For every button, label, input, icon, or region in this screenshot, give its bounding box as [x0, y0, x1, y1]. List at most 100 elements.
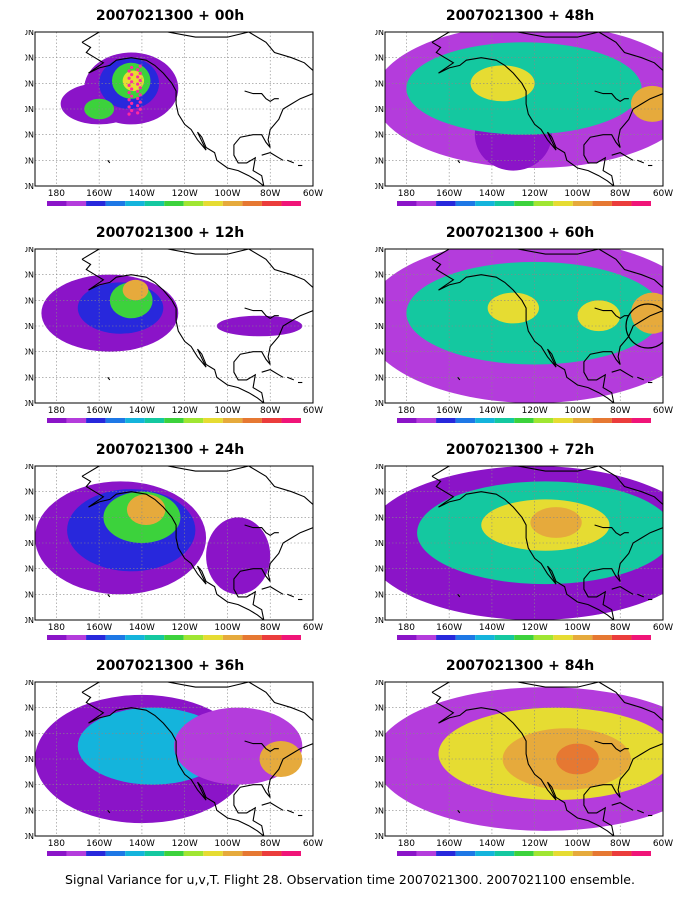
lat-tick-label: 70N: [375, 30, 384, 37]
flight-track-point: [127, 112, 131, 116]
map-36h: 70N 60N 50N 40N 30N 20N 10N 180 160W 140W 120W 100W…: [25, 680, 323, 856]
variance-field: [35, 32, 313, 186]
colorbar-swatch: [66, 418, 87, 423]
colorbar-swatch: [261, 201, 282, 206]
variance-contour: [630, 292, 663, 334]
flight-track-point: [136, 68, 140, 72]
lat-tick-label: 70N: [25, 680, 34, 687]
lat-tick-label: 40N: [25, 322, 34, 331]
lon-tick-label: 80W: [610, 623, 630, 633]
colorbar-swatch: [47, 418, 67, 423]
lat-tick-label: 20N: [25, 590, 34, 599]
lat-tick-label: 50N: [25, 79, 34, 88]
coastline: [457, 376, 461, 381]
colorbar-swatch: [242, 201, 262, 206]
lat-tick-label: 10N: [25, 832, 34, 841]
coastline: [457, 159, 461, 164]
lat-tick-label: 50N: [375, 513, 384, 522]
coastline: [81, 41, 265, 186]
lon-tick-label: 60W: [653, 189, 673, 199]
flight-track-point: [130, 94, 134, 98]
lon-tick-label: 180: [48, 839, 65, 849]
colorbar-swatch: [455, 851, 476, 856]
lat-tick-label: 30N: [25, 781, 34, 790]
lon-tick-label: 100W: [564, 189, 590, 199]
lat-tick-label: 40N: [375, 539, 384, 548]
lon-tick-label: 180: [48, 189, 65, 199]
colorbar-swatch: [631, 851, 651, 856]
lat-tick-label: 40N: [25, 755, 34, 764]
lat-tick-label: 10N: [25, 182, 34, 191]
lon-tick-label: 100W: [564, 623, 590, 633]
coastline: [107, 376, 111, 381]
coastline: [457, 809, 461, 814]
colorbar-swatch: [281, 635, 301, 640]
panel-title: 2007021300 + 72h: [445, 442, 595, 458]
lat-tick-label: 50N: [375, 296, 384, 305]
coastline: [261, 586, 284, 595]
colorbar-swatch: [533, 635, 554, 640]
lat-tick-label: 60N: [375, 271, 384, 280]
lon-tick-label: 160W: [436, 839, 462, 849]
lon-tick-label: 60W: [653, 623, 673, 633]
colorbar-swatch: [416, 418, 437, 423]
variance-contour: [630, 85, 663, 122]
coastline: [611, 802, 634, 811]
target-circle: [625, 303, 663, 349]
lat-tick-label: 40N: [25, 105, 34, 114]
flight-track-point: [138, 71, 142, 75]
colorbar-swatch: [183, 201, 204, 206]
colorbar-swatch: [611, 418, 632, 423]
lat-tick-label: 20N: [375, 590, 384, 599]
lat-tick-label: 60N: [25, 704, 34, 713]
colorbar-swatch: [203, 635, 223, 640]
colorbar-swatch: [261, 418, 282, 423]
panel-title: 2007021300 + 24h: [95, 442, 245, 458]
colorbar-swatch: [514, 635, 534, 640]
lon-tick-label: 180: [398, 839, 415, 849]
panel-title: 2007021300 + 00h: [95, 8, 245, 24]
map-60h: 70N 60N 50N 40N 30N 20N 10N 180 160W 140W 120W 100W…: [375, 247, 673, 423]
variance-field: [35, 249, 313, 403]
map-content: 70N 60N 50N 40N 30N 20N 10N 180 160W 140W 120W 100W…: [375, 247, 673, 423]
colorbar-swatch: [66, 851, 87, 856]
colorbar-swatch: [164, 635, 184, 640]
coastline: [637, 809, 645, 814]
colorbar-swatch: [533, 201, 554, 206]
flight-track-point: [136, 75, 140, 79]
lon-tick-label: 160W: [86, 839, 112, 849]
colorbar-swatch: [164, 418, 184, 423]
panel-title: 2007021300 + 12h: [95, 225, 245, 241]
colorbar-swatch: [475, 418, 495, 423]
panel-48h: 2007021300 + 48h 70N 60N 50N 40N 30N 20N 10N 18…: [375, 8, 695, 218]
coastline: [431, 691, 615, 836]
lat-tick-label: 60N: [375, 704, 384, 713]
colorbar-swatch: [144, 851, 165, 856]
lon-tick-label: 140W: [479, 406, 505, 416]
flight-track-point: [130, 73, 134, 77]
lat-tick-label: 20N: [375, 806, 384, 815]
flight-track-point: [130, 65, 134, 70]
colorbar-swatch: [611, 851, 632, 856]
map-frame: [384, 681, 664, 837]
map-content: 70N 60N 50N 40N 30N 20N 10N 180 160W 140W 120W 100W…: [25, 247, 323, 423]
coastline: [287, 376, 295, 381]
lon-tick-label: 160W: [86, 623, 112, 633]
map-content: 70N 60N 50N 40N 30N 20N 10N 180 160W 140W 120W 100W…: [375, 680, 673, 856]
colorbar-swatch: [592, 418, 612, 423]
colorbar-swatch: [125, 418, 145, 423]
flight-track-point: [130, 108, 134, 113]
lat-tick-label: 40N: [375, 105, 384, 114]
lon-tick-label: 160W: [436, 623, 462, 633]
coastline: [244, 524, 279, 536]
lat-tick-label: 20N: [25, 373, 34, 382]
coastline: [81, 32, 313, 186]
coastline: [637, 376, 645, 381]
colorbar-swatch: [222, 851, 243, 856]
lat-tick-label: 60N: [25, 54, 34, 63]
lon-tick-label: 100W: [564, 839, 590, 849]
map-content: 70N 60N 50N 40N 30N 20N 10N 180 160W 140W 120W 100W…: [375, 464, 673, 640]
lon-tick-label: 160W: [436, 406, 462, 416]
colorbar-swatch: [203, 418, 223, 423]
